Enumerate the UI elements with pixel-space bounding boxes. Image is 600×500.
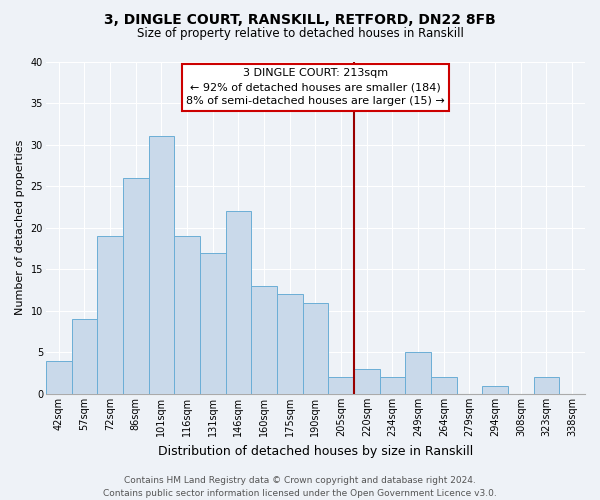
Bar [226, 211, 251, 394]
Text: 3 DINGLE COURT: 213sqm
← 92% of detached houses are smaller (184)
8% of semi-det: 3 DINGLE COURT: 213sqm ← 92% of detached… [186, 68, 445, 106]
Text: Contains HM Land Registry data © Crown copyright and database right 2024.
Contai: Contains HM Land Registry data © Crown c… [103, 476, 497, 498]
Bar [328, 378, 354, 394]
Bar [149, 136, 174, 394]
Bar [46, 361, 71, 394]
Bar [405, 352, 431, 394]
X-axis label: Distribution of detached houses by size in Ranskill: Distribution of detached houses by size … [158, 444, 473, 458]
Bar [431, 378, 457, 394]
Bar [71, 319, 97, 394]
Bar [302, 302, 328, 394]
Y-axis label: Number of detached properties: Number of detached properties [15, 140, 25, 316]
Bar [533, 378, 559, 394]
Bar [251, 286, 277, 394]
Bar [277, 294, 302, 394]
Bar [174, 236, 200, 394]
Bar [123, 178, 149, 394]
Bar [200, 252, 226, 394]
Bar [482, 386, 508, 394]
Bar [97, 236, 123, 394]
Bar [380, 378, 405, 394]
Text: 3, DINGLE COURT, RANSKILL, RETFORD, DN22 8FB: 3, DINGLE COURT, RANSKILL, RETFORD, DN22… [104, 12, 496, 26]
Bar [354, 369, 380, 394]
Text: Size of property relative to detached houses in Ranskill: Size of property relative to detached ho… [137, 28, 463, 40]
